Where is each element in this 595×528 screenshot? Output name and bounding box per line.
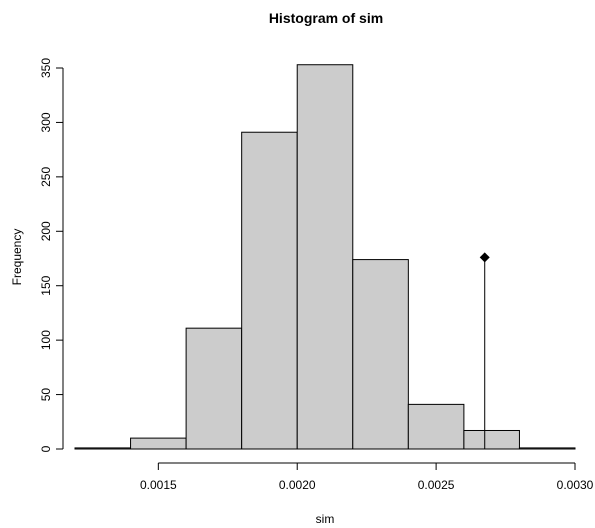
histogram-bar [130,437,187,450]
chart-title: Histogram of sim [269,10,383,26]
x-axis-label: sim [316,512,335,526]
histogram-bar [296,64,354,450]
histogram-bar [74,447,132,450]
x-tick-label: 0.0015 [140,478,177,492]
y-axis-label: Frequency [10,229,24,286]
bars-group [74,64,576,450]
y-tick-label: 350 [39,58,53,78]
histogram-bar [185,327,243,450]
y-tick-label: 50 [39,388,53,402]
y-tick-label: 250 [39,167,53,187]
x-tick-label: 0.0020 [279,478,316,492]
histogram-bar [241,131,298,450]
x-axis: 0.0015 0.0020 0.0025 0.0030 [140,462,594,492]
histogram-bar [407,403,465,450]
histogram-bar [463,429,520,450]
observed-diamond-marker [479,252,490,263]
histogram-bar [352,259,409,450]
y-tick-label: 150 [39,275,53,295]
x-tick-label: 0.0025 [418,478,455,492]
y-axis: 0 50 100 150 200 250 300 350 [39,58,64,452]
y-tick-label: 200 [39,221,53,241]
y-tick-label: 300 [39,112,53,132]
x-tick-label: 0.0030 [557,478,594,492]
y-tick-label: 100 [39,330,53,350]
observed-marker-group [479,252,490,449]
histogram-bar [518,447,576,450]
y-tick-label: 0 [39,445,53,452]
